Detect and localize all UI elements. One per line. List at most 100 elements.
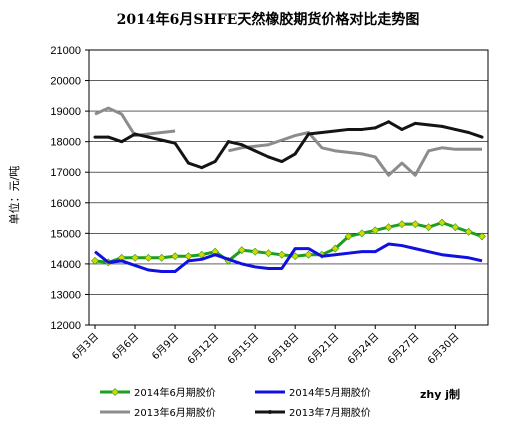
- legend-label: 2013年6月期胶价: [134, 406, 216, 419]
- data-point: [371, 226, 380, 235]
- y-tick-label: 16000: [50, 198, 81, 210]
- series-line: [228, 131, 482, 177]
- data-point: [427, 123, 431, 127]
- y-tick-label: 14000: [50, 259, 81, 271]
- x-axis-tick-labels: 6月3日 6月6日 6月9日 6月12日 6月15日 6月18日 6月21日 6月24日 6月2…: [69, 331, 461, 367]
- data-point: [291, 252, 300, 261]
- legend-entry: 2013年7月期胶价: [255, 406, 371, 419]
- data-point: [251, 247, 260, 256]
- data-point: [213, 160, 217, 164]
- x-tick-label: 6月6日: [110, 331, 142, 363]
- legend-entry: 2014年5月期胶价: [255, 386, 371, 399]
- series-lines: [91, 106, 486, 274]
- data-point: [186, 161, 190, 165]
- data-point: [160, 138, 164, 142]
- data-point: [320, 131, 324, 134]
- data-point: [157, 253, 166, 262]
- x-tick-label: 6月21日: [305, 331, 341, 367]
- data-point: [171, 252, 179, 261]
- x-tick-label: 6月24日: [345, 331, 381, 367]
- y-tick-label: 12000: [50, 320, 81, 332]
- data-point: [464, 227, 473, 236]
- chart-credit: zhy j制: [420, 387, 460, 401]
- legend-marker: [111, 388, 119, 396]
- legend-entry: 2014年6月期胶价: [100, 386, 216, 399]
- data-point: [200, 166, 204, 170]
- y-tick-label: 15000: [50, 228, 81, 240]
- data-point: [424, 223, 433, 232]
- x-tick-label: 6月3日: [69, 331, 101, 363]
- data-point: [226, 140, 230, 144]
- x-tick-label: 6月15日: [225, 331, 261, 367]
- data-point: [333, 129, 337, 133]
- data-point: [480, 135, 484, 139]
- y-tick-label: 13000: [50, 289, 81, 301]
- data-point: [357, 229, 366, 238]
- data-point: [184, 252, 193, 261]
- y-axis-tick-labels: 12000 13000 14000 15000 16000 17000 18000 19000…: [50, 45, 81, 332]
- data-point: [400, 127, 404, 131]
- data-point: [478, 232, 486, 241]
- data-point: [360, 127, 364, 131]
- x-tick-label: 6月18日: [265, 331, 301, 367]
- data-point: [91, 256, 99, 265]
- x-tick-label: 6月30日: [425, 331, 461, 367]
- x-tick-label: 6月27日: [385, 331, 421, 367]
- data-point: [304, 250, 313, 259]
- data-point: [237, 246, 246, 255]
- data-point: [438, 218, 446, 227]
- data-point: [240, 143, 244, 147]
- data-point: [384, 223, 393, 232]
- x-tick-label: 6月9日: [150, 331, 182, 363]
- series-4: [93, 120, 484, 170]
- data-point: [331, 244, 340, 253]
- data-point: [373, 126, 377, 130]
- data-point: [451, 223, 460, 232]
- legend-entry: 2013年6月期胶价: [100, 406, 216, 419]
- data-point: [398, 220, 406, 229]
- series-2: [94, 242, 483, 274]
- chart-title: 2014年6月SHFE天然橡胶期货价格对比走势图: [117, 11, 420, 28]
- legend-label: 2014年5月期胶价: [289, 386, 371, 399]
- y-tick-label: 17000: [50, 167, 81, 179]
- series-line: [95, 120, 483, 170]
- data-point: [293, 152, 297, 156]
- legend-label: 2014年6月期胶价: [134, 386, 216, 399]
- data-point: [413, 121, 417, 125]
- legend: 2014年6月期胶价 2014年5月期胶价 2013年6月期胶价 2013年7月期胶价: [100, 386, 371, 419]
- plot-area: [88, 49, 489, 326]
- data-point: [133, 132, 137, 136]
- y-tick-label: 18000: [50, 137, 81, 149]
- data-point: [440, 124, 444, 128]
- data-point: [387, 120, 391, 124]
- data-point: [144, 253, 153, 262]
- series-line: [94, 106, 176, 138]
- legend-marker: [268, 410, 272, 414]
- y-tick-label: 21000: [50, 45, 81, 57]
- data-point: [277, 250, 286, 259]
- data-point: [467, 131, 471, 134]
- y-tick-label: 19000: [50, 106, 81, 118]
- data-point: [280, 160, 284, 164]
- data-point: [453, 127, 457, 131]
- y-axis-label: 单位：元/吨: [7, 166, 21, 225]
- data-point: [173, 141, 177, 145]
- data-point: [307, 132, 311, 136]
- gridlines: [85, 49, 488, 329]
- data-point: [347, 127, 351, 131]
- x-tick-label: 6月12日: [185, 331, 221, 367]
- data-point: [146, 135, 150, 139]
- data-point: [120, 140, 124, 144]
- y-tick-label: 20000: [50, 76, 81, 88]
- data-point: [266, 155, 270, 159]
- data-point: [264, 249, 273, 258]
- data-point: [106, 135, 110, 139]
- data-point: [93, 135, 97, 139]
- series-line: [94, 242, 483, 274]
- data-point: [411, 220, 420, 229]
- data-point: [253, 149, 257, 153]
- legend-label: 2013年7月期胶价: [289, 406, 371, 419]
- data-point: [131, 253, 139, 262]
- data-point: [344, 232, 353, 241]
